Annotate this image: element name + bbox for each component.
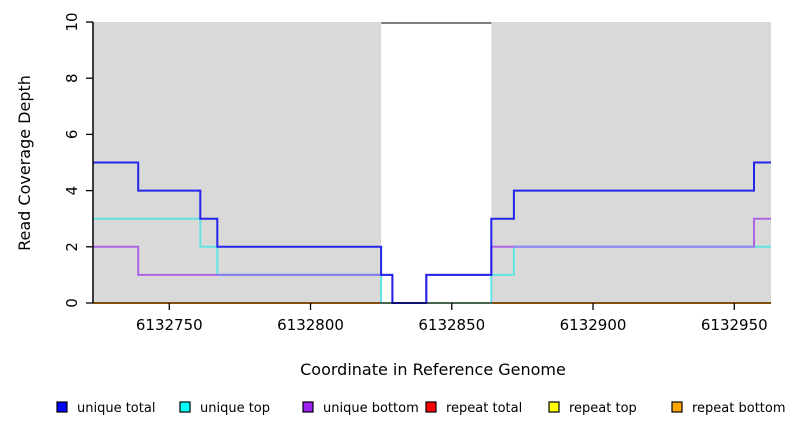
y-tick-label: 10 xyxy=(63,12,81,31)
x-axis-title: Coordinate in Reference Genome xyxy=(300,360,566,379)
legend: unique total unique top unique bottom repea… xyxy=(56,401,786,416)
y-tick-label: 8 xyxy=(63,73,81,83)
y-axis-title: Read Coverage Depth xyxy=(15,75,34,251)
highlight-region xyxy=(381,22,492,303)
plot-background-layer xyxy=(93,22,771,303)
x-tick-label: 6132750 xyxy=(136,316,203,334)
legend-item-repeat-total: repeat total xyxy=(425,401,522,416)
legend-swatch xyxy=(548,401,560,413)
x-tick-label: 6132900 xyxy=(560,316,627,334)
series-line-unique-top xyxy=(93,217,771,304)
legend-label: repeat bottom xyxy=(692,401,786,416)
legend-swatch xyxy=(56,401,68,413)
legend-label: unique total xyxy=(77,401,155,416)
legend-swatch xyxy=(671,401,683,413)
legend-swatch xyxy=(302,401,314,413)
legend-swatch xyxy=(179,401,191,413)
y-tick-label: 4 xyxy=(63,186,81,196)
y-tick-label: 0 xyxy=(63,298,81,308)
legend-swatch xyxy=(425,401,437,413)
legend-item-unique-bottom: unique bottom xyxy=(302,401,419,416)
legend-item-unique-top: unique top xyxy=(179,401,270,416)
y-tick-label: 6 xyxy=(63,130,81,140)
legend-label: repeat total xyxy=(446,401,522,416)
legend-item-repeat-top: repeat top xyxy=(548,401,637,416)
legend-item-unique-total: unique total xyxy=(56,401,155,416)
legend-label: unique bottom xyxy=(323,401,419,416)
legend-label: unique top xyxy=(200,401,270,416)
axes-layer: 0 2 4 6 8 10 6132750 6132800 6132850 6132900 61329… xyxy=(63,12,771,334)
x-tick-label: 6132800 xyxy=(277,316,344,334)
x-tick-label: 6132850 xyxy=(418,316,485,334)
y-tick-label: 2 xyxy=(63,242,81,252)
legend-item-repeat-bottom: repeat bottom xyxy=(671,401,786,416)
legend-label: repeat top xyxy=(569,401,637,416)
series-line-unique-total xyxy=(93,161,771,304)
x-tick-label: 6132950 xyxy=(701,316,768,334)
